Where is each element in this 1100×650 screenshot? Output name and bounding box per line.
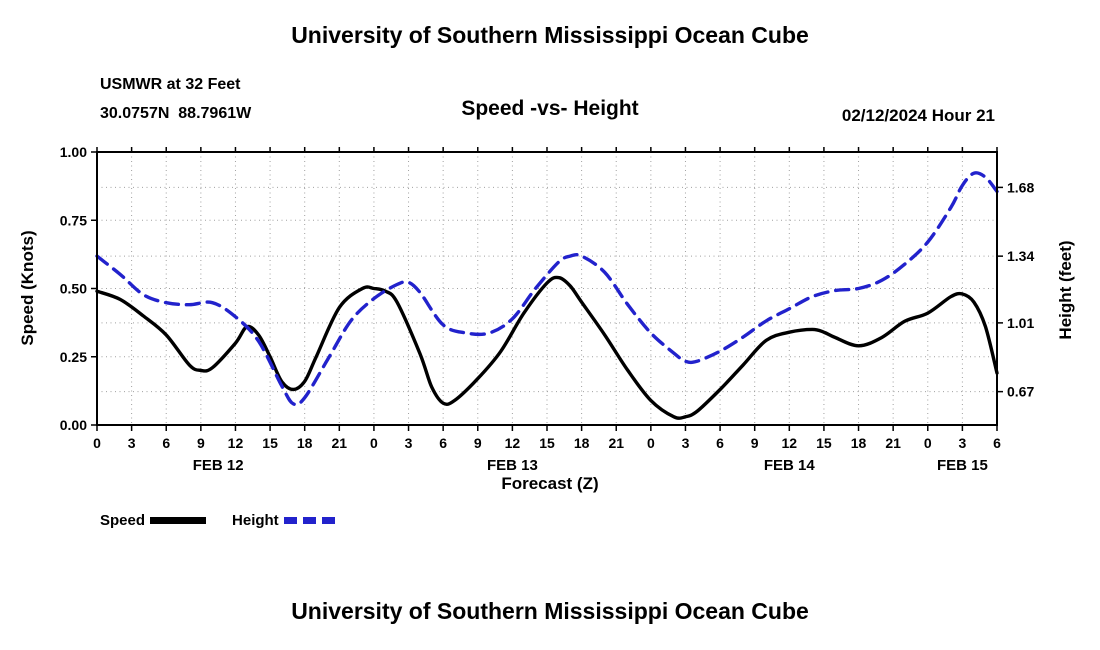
svg-text:18: 18 (851, 435, 867, 451)
svg-text:15: 15 (539, 435, 555, 451)
svg-text:3: 3 (128, 435, 136, 451)
grid-lines (97, 152, 997, 425)
day-label: FEB 12 (193, 457, 244, 474)
svg-text:6: 6 (993, 435, 1001, 451)
svg-text:0.67: 0.67 (1007, 384, 1034, 400)
axis-ticks (91, 147, 1003, 431)
svg-text:6: 6 (162, 435, 170, 451)
legend-speed-swatch (150, 517, 207, 524)
svg-text:0: 0 (93, 435, 101, 451)
svg-text:3: 3 (405, 435, 413, 451)
svg-text:12: 12 (228, 435, 244, 451)
svg-text:6: 6 (439, 435, 447, 451)
svg-text:1.68: 1.68 (1007, 179, 1034, 195)
svg-text:3: 3 (958, 435, 966, 451)
svg-text:9: 9 (197, 435, 205, 451)
day-label: FEB 15 (937, 457, 988, 474)
series-line-speed (95, 275, 999, 420)
svg-text:0: 0 (647, 435, 655, 451)
svg-text:1.01: 1.01 (1007, 315, 1034, 331)
svg-text:12: 12 (782, 435, 798, 451)
svg-text:21: 21 (608, 435, 624, 451)
svg-text:6: 6 (716, 435, 724, 451)
day-label: FEB 13 (487, 457, 538, 474)
svg-text:18: 18 (574, 435, 590, 451)
svg-text:0.00: 0.00 (60, 417, 87, 433)
svg-text:15: 15 (262, 435, 278, 451)
series-line-height (95, 171, 999, 407)
svg-text:3: 3 (682, 435, 690, 451)
day-label: FEB 14 (764, 457, 816, 474)
svg-text:21: 21 (885, 435, 901, 451)
svg-text:18: 18 (297, 435, 313, 451)
svg-text:1.34: 1.34 (1007, 248, 1034, 264)
svg-text:0.75: 0.75 (60, 212, 87, 228)
top-title: University of Southern Mississippi Ocean… (291, 22, 809, 48)
legend-height-label: Height (232, 512, 279, 529)
svg-text:0: 0 (924, 435, 932, 451)
svg-text:0.50: 0.50 (60, 281, 87, 297)
svg-text:21: 21 (332, 435, 348, 451)
svg-text:0.25: 0.25 (60, 349, 87, 365)
legend-speed-label: Speed (100, 512, 146, 529)
plot-title: Speed -vs- Height (461, 97, 639, 120)
legend-height-swatch (283, 517, 340, 524)
svg-text:1.00: 1.00 (60, 144, 87, 160)
svg-text:12: 12 (505, 435, 521, 451)
svg-text:15: 15 (816, 435, 832, 451)
x-axis-label: Forecast (Z) (501, 474, 599, 493)
bottom-title: University of Southern Mississippi Ocean… (291, 598, 809, 624)
svg-text:9: 9 (751, 435, 759, 451)
svg-text:0: 0 (370, 435, 378, 451)
tick-labels: 0 3 6 9 12 15 18 21 0 3 6 9 12 15 18 21 0 3 6 9 12 15 18 21 0 3 6 0… (60, 144, 1035, 474)
coordinates-label: 30.0757N 88.7961W (100, 105, 252, 122)
svg-text:9: 9 (474, 435, 482, 451)
station-label: USMWR at 32 Feet (100, 76, 241, 93)
datetime-label: 02/12/2024 Hour 21 (841, 106, 995, 125)
chart-legend: Speed Height (100, 512, 340, 529)
